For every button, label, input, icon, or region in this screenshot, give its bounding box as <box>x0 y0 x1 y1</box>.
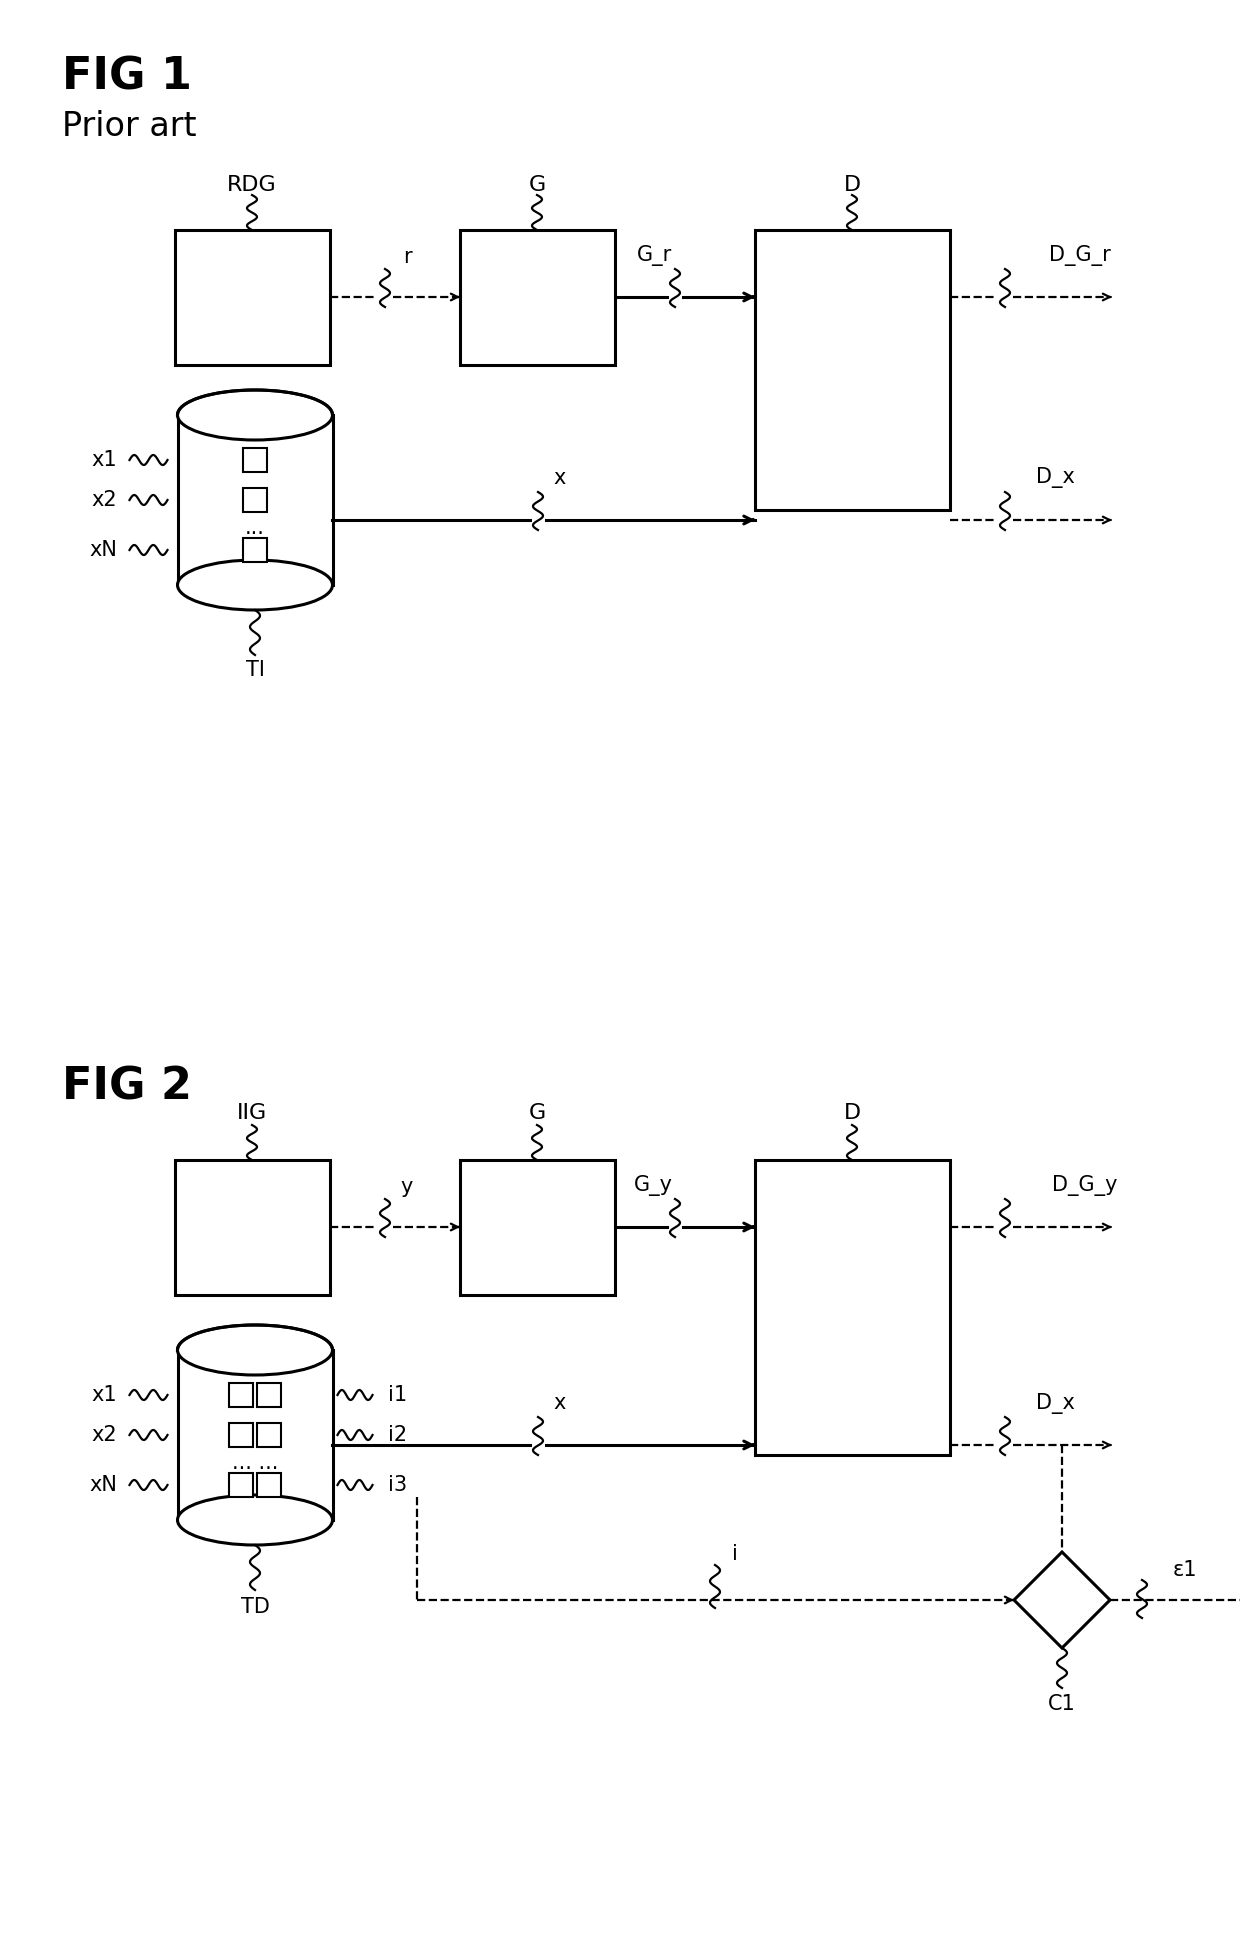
Text: TD: TD <box>241 1597 269 1618</box>
Bar <box>243 537 267 563</box>
Text: x1: x1 <box>92 1384 118 1406</box>
Bar <box>755 230 950 510</box>
Text: FIG 1: FIG 1 <box>62 55 192 97</box>
Ellipse shape <box>177 561 332 609</box>
Text: x2: x2 <box>92 1425 118 1445</box>
Text: Prior art: Prior art <box>62 109 196 142</box>
Text: r: r <box>403 247 412 267</box>
Bar <box>229 1382 253 1408</box>
Text: FIG 2: FIG 2 <box>62 1065 192 1108</box>
Text: xN: xN <box>89 1476 118 1495</box>
Bar <box>257 1423 281 1447</box>
Bar <box>755 1160 950 1454</box>
Text: ε1: ε1 <box>1173 1560 1198 1581</box>
Text: i: i <box>732 1544 738 1563</box>
Text: D_x: D_x <box>1035 467 1074 489</box>
Bar <box>460 230 615 364</box>
Text: D: D <box>843 1104 861 1123</box>
Text: D: D <box>843 175 861 195</box>
Text: G: G <box>528 1104 546 1123</box>
Text: i2: i2 <box>387 1425 407 1445</box>
Text: D_G_y: D_G_y <box>1053 1174 1117 1195</box>
Text: xN: xN <box>89 539 118 561</box>
Text: C1: C1 <box>1048 1694 1076 1713</box>
Text: G: G <box>528 175 546 195</box>
Bar <box>257 1382 281 1408</box>
Text: x: x <box>554 1392 567 1414</box>
Polygon shape <box>1014 1552 1110 1647</box>
Text: TI: TI <box>246 660 264 680</box>
Text: D_G_r: D_G_r <box>1049 245 1111 265</box>
Bar <box>229 1423 253 1447</box>
Text: G_y: G_y <box>634 1174 672 1195</box>
Text: x2: x2 <box>92 491 118 510</box>
Bar <box>243 448 267 471</box>
Text: RDG: RDG <box>227 175 277 195</box>
Ellipse shape <box>177 389 332 440</box>
Bar <box>229 1474 253 1497</box>
Text: ... ...: ... ... <box>232 1452 278 1474</box>
Text: ...: ... <box>246 518 265 537</box>
Text: i1: i1 <box>387 1384 407 1406</box>
Bar <box>243 489 267 512</box>
Bar <box>460 1160 615 1295</box>
Ellipse shape <box>177 1326 332 1375</box>
Bar <box>175 230 330 364</box>
Bar <box>175 1160 330 1295</box>
Text: IIG: IIG <box>237 1104 267 1123</box>
Bar <box>257 1474 281 1497</box>
Text: y: y <box>401 1178 413 1197</box>
Ellipse shape <box>177 1495 332 1546</box>
Text: D_x: D_x <box>1035 1392 1074 1414</box>
Text: G_r: G_r <box>637 245 672 265</box>
Text: x1: x1 <box>92 450 118 469</box>
Text: x: x <box>554 467 567 489</box>
Text: i3: i3 <box>387 1476 407 1495</box>
